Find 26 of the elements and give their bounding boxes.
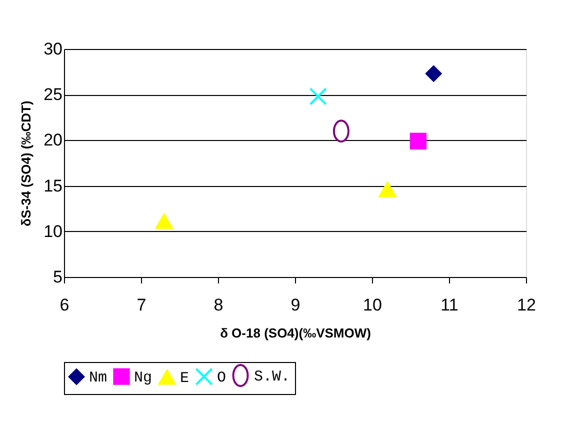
point	[426, 66, 442, 82]
x-tick-label: 9	[290, 296, 300, 314]
legend-label: Ng	[134, 370, 152, 387]
point	[332, 120, 350, 143]
legend-label: Nm	[89, 370, 108, 387]
y-tick-label: 30	[44, 40, 62, 58]
x-tick-label: 10	[363, 296, 382, 314]
y-tick-label: 25	[44, 85, 62, 104]
legend-label: O	[217, 370, 226, 387]
y-tick-label: 10	[44, 222, 62, 241]
point	[309, 88, 327, 106]
legend-label: E	[180, 370, 190, 388]
y-tick-label: 15	[44, 176, 62, 196]
legend-label: S.W.	[254, 368, 290, 386]
y-tick-label: 5	[53, 268, 62, 286]
x-tick-label: 12	[517, 296, 536, 314]
x-tick-label: 7	[136, 296, 146, 314]
x-tick-label: 11	[440, 296, 458, 314]
x-tick-label: 8	[214, 296, 224, 314]
y-axis-title: δS-34 (SO4) (‰CDT)	[18, 100, 34, 226]
x-tick-label: 6	[60, 296, 70, 314]
y-tick-label: 20	[44, 130, 62, 150]
point	[156, 214, 173, 229]
x-axis-title: δ O-18 (SO4)(‰VSMOW)	[220, 326, 371, 340]
point	[410, 132, 427, 150]
point	[378, 182, 396, 198]
